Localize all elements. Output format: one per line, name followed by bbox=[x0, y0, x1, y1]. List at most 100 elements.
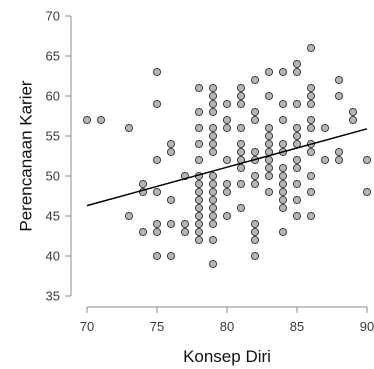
data-point bbox=[250, 115, 260, 125]
data-point bbox=[292, 59, 302, 69]
data-point bbox=[208, 83, 218, 93]
y-tick-label: 55 bbox=[46, 129, 60, 144]
data-point bbox=[278, 187, 288, 197]
data-point bbox=[194, 211, 204, 221]
data-point bbox=[334, 147, 344, 157]
data-point bbox=[306, 187, 316, 197]
data-point bbox=[152, 219, 162, 229]
data-point bbox=[264, 67, 274, 77]
data-point bbox=[278, 227, 288, 237]
data-point bbox=[250, 107, 260, 117]
data-point bbox=[250, 171, 260, 181]
y-tick-label: 60 bbox=[46, 89, 60, 104]
y-axis: 35 40 45 50 55 60 65 70 bbox=[46, 9, 72, 304]
data-point bbox=[306, 99, 316, 109]
data-point bbox=[320, 123, 330, 133]
x-tick-label: 75 bbox=[150, 319, 164, 334]
x-tick-label: 85 bbox=[290, 319, 304, 334]
data-point bbox=[138, 179, 148, 189]
data-point bbox=[194, 83, 204, 93]
data-point bbox=[208, 219, 218, 229]
data-point bbox=[306, 123, 316, 133]
data-point bbox=[208, 147, 218, 157]
data-point bbox=[306, 83, 316, 93]
data-point bbox=[152, 67, 162, 77]
data-point bbox=[278, 179, 288, 189]
data-point bbox=[278, 163, 288, 173]
data-point bbox=[264, 91, 274, 101]
data-point bbox=[250, 219, 260, 229]
x-tick-label: 70 bbox=[80, 319, 94, 334]
data-point bbox=[208, 187, 218, 197]
data-point bbox=[264, 155, 274, 165]
data-point bbox=[208, 107, 218, 117]
data-point bbox=[362, 187, 372, 197]
y-tick-label: 40 bbox=[46, 249, 60, 264]
data-point bbox=[278, 139, 288, 149]
data-point bbox=[264, 163, 274, 173]
regression-line bbox=[86, 128, 368, 207]
data-point bbox=[208, 139, 218, 149]
x-ticks: 70 75 80 85 90 bbox=[80, 307, 374, 334]
data-point bbox=[180, 227, 190, 237]
data-point bbox=[124, 123, 134, 133]
data-point bbox=[264, 171, 274, 181]
data-point bbox=[152, 227, 162, 237]
data-point bbox=[194, 155, 204, 165]
data-point bbox=[194, 123, 204, 133]
data-point bbox=[236, 99, 246, 109]
x-tick-label: 90 bbox=[360, 319, 374, 334]
data-point bbox=[292, 67, 302, 77]
x-axis: 70 75 80 85 90 bbox=[80, 306, 374, 334]
data-point bbox=[236, 163, 246, 173]
data-point bbox=[166, 251, 176, 261]
data-point bbox=[152, 187, 162, 197]
data-point bbox=[278, 171, 288, 181]
data-point bbox=[194, 219, 204, 229]
data-point bbox=[208, 131, 218, 141]
data-point bbox=[306, 211, 316, 221]
data-point bbox=[292, 195, 302, 205]
y-tick-label: 45 bbox=[46, 209, 60, 224]
data-point bbox=[96, 115, 106, 125]
data-point bbox=[250, 227, 260, 237]
data-point bbox=[194, 179, 204, 189]
data-point bbox=[236, 139, 246, 149]
data-point bbox=[292, 99, 302, 109]
data-point bbox=[292, 211, 302, 221]
data-point bbox=[208, 171, 218, 181]
data-point bbox=[264, 123, 274, 133]
data-point bbox=[82, 115, 92, 125]
data-point bbox=[166, 219, 176, 229]
data-point bbox=[306, 115, 316, 125]
data-point bbox=[278, 115, 288, 125]
x-axis-title: Konsep Diri bbox=[183, 347, 271, 366]
data-point bbox=[208, 123, 218, 133]
data-point bbox=[250, 235, 260, 245]
data-point bbox=[236, 147, 246, 157]
data-point bbox=[264, 139, 274, 149]
data-point bbox=[194, 187, 204, 197]
data-point bbox=[194, 107, 204, 117]
data-point bbox=[236, 83, 246, 93]
data-point bbox=[236, 179, 246, 189]
data-point bbox=[362, 155, 372, 165]
data-point bbox=[292, 155, 302, 165]
data-point bbox=[278, 67, 288, 77]
data-point bbox=[264, 131, 274, 141]
data-point bbox=[194, 139, 204, 149]
y-axis-title: Perencanaan Karier bbox=[16, 80, 35, 232]
data-point bbox=[292, 179, 302, 189]
data-point bbox=[334, 75, 344, 85]
data-point bbox=[264, 187, 274, 197]
data-point bbox=[334, 91, 344, 101]
data-point bbox=[306, 171, 316, 181]
y-ticks: 35 40 45 50 55 60 65 70 bbox=[46, 9, 71, 304]
data-point bbox=[208, 99, 218, 109]
data-point bbox=[166, 147, 176, 157]
data-point bbox=[194, 235, 204, 245]
data-point bbox=[208, 203, 218, 213]
data-point bbox=[166, 195, 176, 205]
y-tick-label: 70 bbox=[46, 9, 60, 24]
y-tick-label: 35 bbox=[46, 289, 60, 304]
